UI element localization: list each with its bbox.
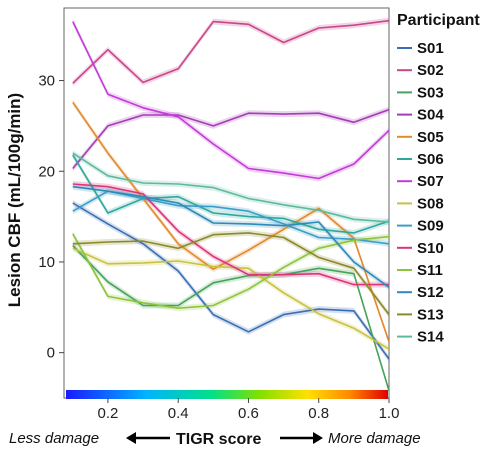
legend-label-s14: S14: [417, 329, 444, 346]
series-line-s03: [72, 245, 389, 391]
y-axis: 0 10 20 30: [38, 73, 64, 362]
legend-label-s03: S03: [417, 84, 444, 101]
x-tick-label: 0.4: [168, 405, 189, 422]
series-line-s09: [72, 190, 389, 245]
legend-label-s09: S09: [417, 218, 444, 235]
series-line-s13: [72, 232, 389, 316]
x-tick-label: 1.0: [379, 405, 400, 422]
series-line-s08: [72, 247, 389, 350]
y-axis-title: Lesion CBF (mL/100g/min): [5, 93, 24, 307]
series-line-s04: [72, 108, 389, 170]
legend-label-s04: S04: [417, 107, 444, 124]
plot-area: [63, 7, 390, 399]
series-line-s02: [72, 19, 389, 84]
colorbar: [66, 390, 388, 399]
x-axis-title: TIGR score: [176, 431, 261, 448]
legend-label-s11: S11: [417, 262, 443, 279]
x-tick-label: 0.8: [308, 405, 329, 422]
legend-label-s05: S05: [417, 129, 444, 146]
series-line-s05: [72, 101, 389, 343]
legend-label-s06: S06: [417, 151, 444, 168]
annotation-less-damage: Less damage: [9, 430, 99, 447]
series-line-s12: [72, 185, 389, 288]
legend-label-s07: S07: [417, 173, 444, 190]
band-s11: [72, 230, 389, 312]
series-line-s07: [72, 21, 389, 180]
legend-label-s12: S12: [417, 284, 444, 301]
left-arrow: [126, 432, 170, 444]
right-arrow: [280, 432, 323, 444]
series-line-s10: [72, 183, 389, 286]
legend-label-s02: S02: [417, 62, 444, 79]
annotation-more-damage: More damage: [328, 430, 421, 447]
legend-label-s10: S10: [417, 240, 444, 257]
legend-label-s01: S01: [417, 40, 444, 57]
series-line-s11: [72, 233, 389, 310]
series-line-s14: [72, 152, 389, 223]
y-tick-label: 30: [38, 73, 55, 90]
legend-title: Participant: [397, 12, 480, 29]
y-tick-label: 0: [47, 345, 55, 362]
series-lines: [72, 19, 389, 391]
x-axis: 0.2 0.4 0.6 0.8 1.0: [97, 398, 399, 422]
x-tick-label: 0.6: [238, 405, 259, 422]
band-s14: [72, 150, 389, 225]
x-tick-label: 0.2: [97, 405, 118, 422]
y-tick-label: 10: [38, 254, 55, 271]
legend-label-s13: S13: [417, 306, 444, 323]
legend-label-s08: S08: [417, 195, 444, 212]
series-line-s06: [72, 154, 389, 234]
legend: S01 S02 S03 S04 S05 S06 S07 S08 S09 S10 S11 S12 S13 S…: [397, 40, 444, 346]
y-tick-label: 20: [38, 163, 55, 180]
series-line-s01: [72, 202, 389, 360]
